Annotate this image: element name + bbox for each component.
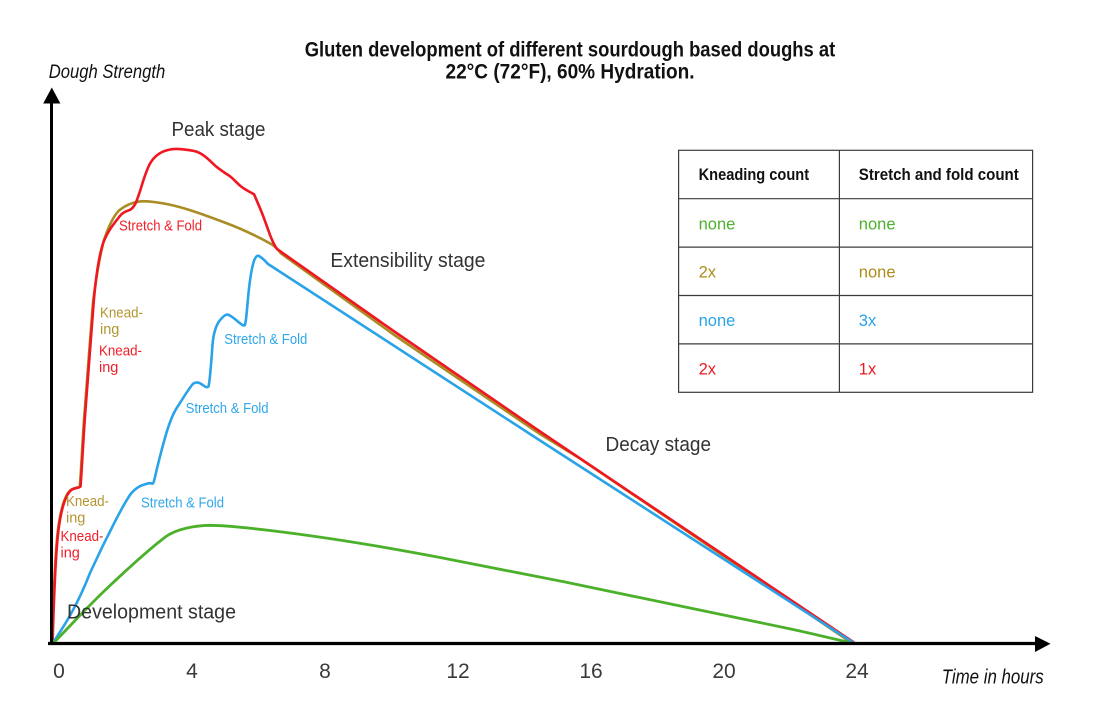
svg-text:2x: 2x [699, 264, 717, 282]
svg-text:none: none [699, 215, 736, 233]
svg-text:Stretch & Fold: Stretch & Fold [186, 401, 269, 417]
svg-text:none: none [699, 312, 736, 330]
svg-text:none: none [859, 264, 896, 282]
svg-text:8: 8 [319, 660, 331, 683]
svg-text:Time in hours: Time in hours [942, 667, 1044, 689]
svg-text:Decay stage: Decay stage [606, 434, 712, 456]
svg-text:Knead-: Knead- [100, 305, 143, 321]
svg-text:24: 24 [845, 660, 869, 683]
svg-text:Kneading count: Kneading count [699, 166, 810, 184]
svg-text:1x: 1x [859, 361, 877, 379]
svg-text:Stretch and fold count: Stretch and fold count [859, 166, 1019, 184]
svg-text:16: 16 [579, 660, 602, 683]
svg-text:ing: ing [66, 511, 85, 527]
svg-text:Stretch & Fold: Stretch & Fold [141, 496, 224, 512]
svg-text:Dough Strength: Dough Strength [49, 62, 166, 83]
svg-text:none: none [859, 215, 896, 233]
svg-text:22°C (72°F), 60% Hydration.: 22°C (72°F), 60% Hydration. [446, 61, 695, 84]
svg-text:3x: 3x [859, 312, 877, 330]
svg-text:Knead-: Knead- [66, 494, 109, 510]
svg-text:Knead-: Knead- [99, 344, 142, 360]
svg-text:Stretch & Fold: Stretch & Fold [224, 332, 307, 348]
svg-text:Gluten development of differen: Gluten development of different sourdoug… [305, 38, 836, 61]
svg-text:Peak stage: Peak stage [172, 119, 266, 141]
svg-text:Development stage: Development stage [67, 602, 236, 624]
svg-text:4: 4 [186, 660, 198, 683]
svg-text:Stretch & Fold: Stretch & Fold [119, 218, 202, 234]
svg-text:Knead-: Knead- [61, 529, 104, 545]
svg-text:ing: ing [99, 360, 118, 376]
svg-text:ing: ing [61, 546, 80, 562]
svg-text:2x: 2x [699, 361, 717, 379]
svg-text:0: 0 [53, 660, 65, 683]
svg-text:12: 12 [446, 660, 469, 683]
svg-text:Extensibility stage: Extensibility stage [330, 250, 485, 272]
svg-text:20: 20 [712, 660, 735, 683]
svg-text:ing: ing [100, 322, 119, 338]
